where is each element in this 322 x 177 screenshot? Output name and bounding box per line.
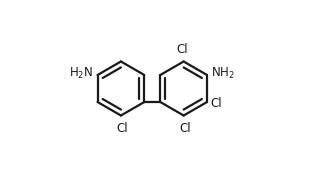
Text: Cl: Cl xyxy=(176,43,188,56)
Text: Cl: Cl xyxy=(180,122,191,135)
Text: NH$_2$: NH$_2$ xyxy=(211,66,234,81)
Text: H$_2$N: H$_2$N xyxy=(69,66,93,81)
Text: Cl: Cl xyxy=(211,97,222,110)
Text: Cl: Cl xyxy=(117,122,128,135)
